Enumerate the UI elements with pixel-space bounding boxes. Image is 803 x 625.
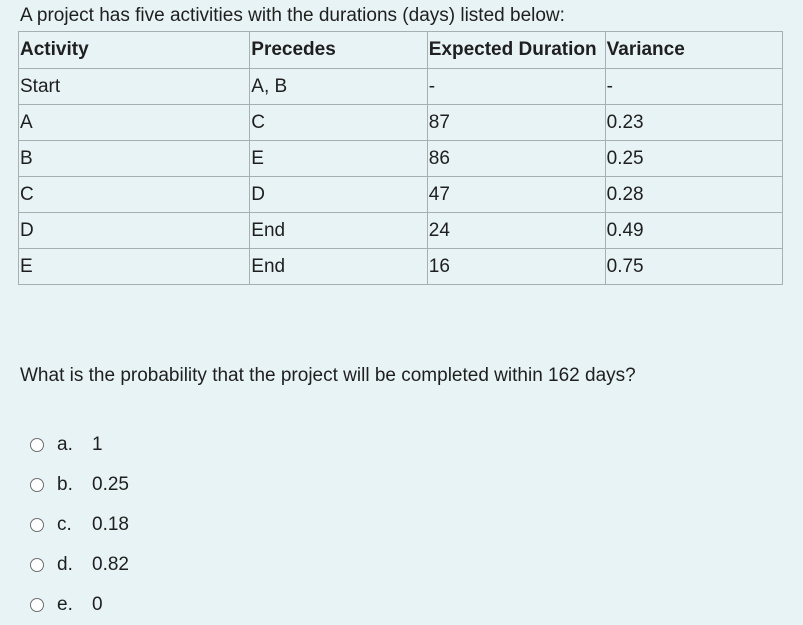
cell-activity: C (17, 176, 251, 213)
cell-activity: E (17, 248, 251, 285)
option-text: 0.25 (92, 474, 129, 495)
option-a[interactable]: a. 1 (30, 425, 129, 465)
option-letter: e. (57, 594, 73, 615)
table-row: A C 87 0.23 (17, 104, 784, 141)
header-expected-duration: Expected Duration (426, 31, 606, 69)
cell-precedes: End (249, 248, 428, 285)
radio-button-icon[interactable] (30, 438, 44, 452)
header-variance: Variance (604, 31, 784, 69)
cell-expected-duration: 47 (426, 176, 606, 213)
cell-precedes: End (249, 212, 428, 249)
radio-button-icon[interactable] (30, 558, 44, 572)
cell-activity: D (17, 212, 251, 249)
cell-variance: 0.49 (604, 212, 784, 249)
table-row: C D 47 0.28 (17, 176, 784, 213)
cell-expected-duration: 16 (426, 248, 606, 285)
cell-activity: B (17, 140, 251, 177)
cell-variance: 0.28 (604, 176, 784, 213)
option-text: 0 (92, 594, 103, 615)
option-text: 1 (92, 434, 103, 455)
option-letter: a. (57, 434, 73, 455)
cell-activity: A (17, 104, 251, 141)
table-row: B E 86 0.25 (17, 140, 784, 177)
option-d[interactable]: d. 0.82 (30, 545, 129, 585)
cell-expected-duration: 24 (426, 212, 606, 249)
cell-expected-duration: - (426, 68, 606, 105)
cell-precedes: D (249, 176, 428, 213)
cell-expected-duration: 86 (426, 140, 606, 177)
header-activity: Activity (17, 31, 251, 69)
table-row: E End 16 0.75 (17, 248, 784, 285)
cell-variance: 0.25 (604, 140, 784, 177)
cell-activity: Start (17, 68, 251, 105)
cell-variance: 0.75 (604, 248, 784, 285)
table-row: D End 24 0.49 (17, 212, 784, 249)
cell-precedes: A, B (249, 68, 428, 105)
option-text: 0.82 (92, 554, 129, 575)
header-precedes: Precedes (249, 31, 428, 69)
option-letter: c. (57, 514, 72, 535)
option-c[interactable]: c. 0.18 (30, 505, 129, 545)
option-e[interactable]: e. 0 (30, 585, 129, 625)
cell-expected-duration: 87 (426, 104, 606, 141)
question-prompt: What is the probability that the project… (20, 365, 636, 386)
question-intro: A project has five activities with the d… (20, 5, 565, 26)
radio-button-icon[interactable] (30, 478, 44, 492)
activity-table: Activity Precedes Expected Duration Vari… (17, 31, 784, 285)
radio-button-icon[interactable] (30, 598, 44, 612)
table-header-row: Activity Precedes Expected Duration Vari… (17, 31, 784, 69)
cell-variance: 0.23 (604, 104, 784, 141)
option-letter: d. (57, 554, 73, 575)
radio-button-icon[interactable] (30, 518, 44, 532)
answer-options: a. 1 b. 0.25 c. 0.18 d. 0.82 e. 0 (30, 425, 129, 625)
table-row: Start A, B - - (17, 68, 784, 105)
option-b[interactable]: b. 0.25 (30, 465, 129, 505)
cell-variance: - (604, 68, 784, 105)
option-letter: b. (57, 474, 73, 495)
cell-precedes: E (249, 140, 428, 177)
option-text: 0.18 (92, 514, 129, 535)
cell-precedes: C (249, 104, 428, 141)
